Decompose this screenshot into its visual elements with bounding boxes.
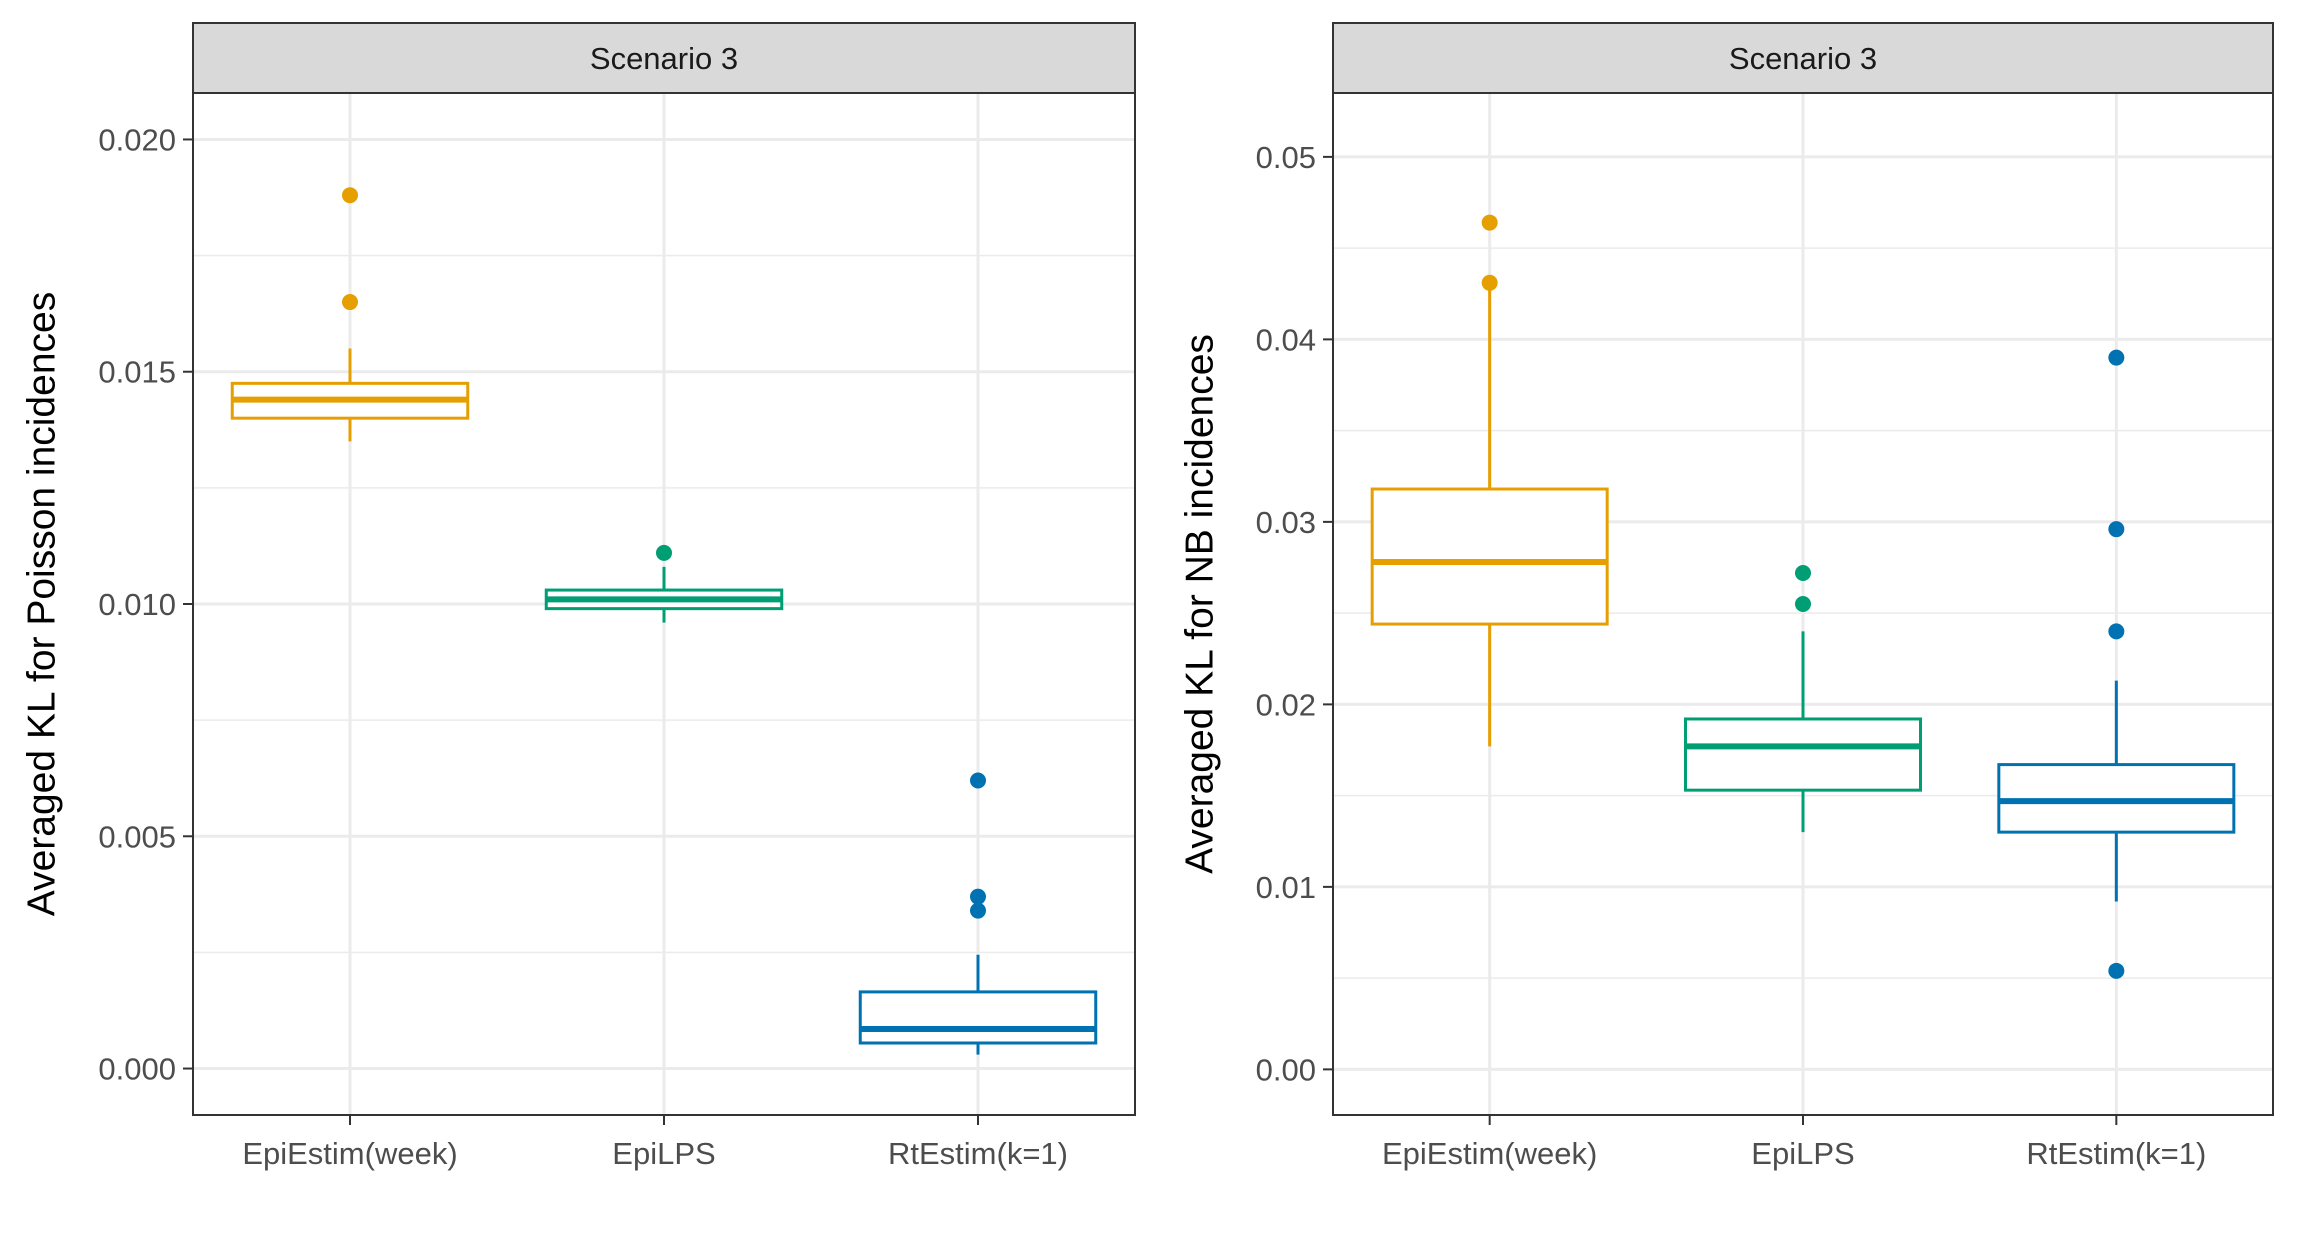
iqr-box (858, 990, 1098, 1045)
y-tick-label: 0.010 (98, 587, 176, 622)
strip-title: Scenario 3 (590, 41, 738, 76)
x-tick-label: EpiLPS (612, 1136, 715, 1171)
facet-strip (1332, 22, 2274, 94)
x-tick-label: EpiLPS (1751, 1136, 1854, 1171)
outlier-point (1795, 564, 1811, 581)
y-tick-label: 0.01 (1256, 870, 1316, 905)
outlier-point (342, 187, 358, 204)
y-tick-label: 0.000 (98, 1052, 176, 1087)
y-tick-label: 0.04 (1256, 322, 1316, 357)
outlier-point (970, 888, 986, 905)
box-rtestim-k-1- (858, 772, 1098, 1055)
iqr-box (1684, 717, 1922, 792)
y-tick-label: 0.020 (98, 122, 176, 157)
outlier-point (970, 772, 986, 789)
box-epilps (1684, 564, 1922, 833)
outlier-point (2108, 349, 2125, 366)
outlier-point (1481, 274, 1498, 291)
y-tick-label: 0.015 (98, 355, 176, 390)
box-epilps (544, 544, 784, 623)
chart-panel-1: Scenario 3 0.000 0.005 0.010 0.015 0.020 EpiEs… (21, 22, 1136, 1171)
y-tick-label: 0.005 (98, 819, 176, 854)
y-axis-title: Averaged KL for Poisson incidences (21, 292, 64, 916)
box-epiestim-week- (1370, 214, 1609, 747)
outlier-point (2108, 521, 2125, 538)
box-epiestim-week- (230, 187, 470, 442)
y-tick-label: 0.05 (1256, 140, 1316, 175)
facet-strip (192, 22, 1136, 94)
box-rtestim-k-1- (1997, 349, 2236, 979)
strip-title: Scenario 3 (1729, 41, 1877, 76)
y-tick-label: 0.00 (1256, 1052, 1316, 1087)
x-tick-label: EpiEstim(week) (242, 1136, 457, 1171)
outlier-point (2108, 962, 2125, 979)
outlier-point (970, 902, 986, 919)
x-tick-label: RtEstim(k=1) (888, 1136, 1068, 1171)
outlier-point (342, 294, 358, 311)
outlier-point (656, 544, 672, 561)
x-tick-label: RtEstim(k=1) (2026, 1136, 2206, 1171)
chart-panel-2: Scenario 3 0.00 0.01 0.02 0.03 0.04 0.05 EpiEst… (1179, 22, 2274, 1171)
iqr-box (1370, 487, 1609, 626)
y-axis-title: Averaged KL for NB incidences (1179, 334, 1222, 874)
y-tick-label: 0.03 (1256, 505, 1316, 540)
outlier-point (1481, 214, 1498, 231)
outlier-point (2108, 623, 2125, 640)
x-tick-label: EpiEstim(week) (1382, 1136, 1597, 1171)
outlier-point (1795, 596, 1811, 612)
y-tick-label: 0.02 (1256, 687, 1316, 722)
